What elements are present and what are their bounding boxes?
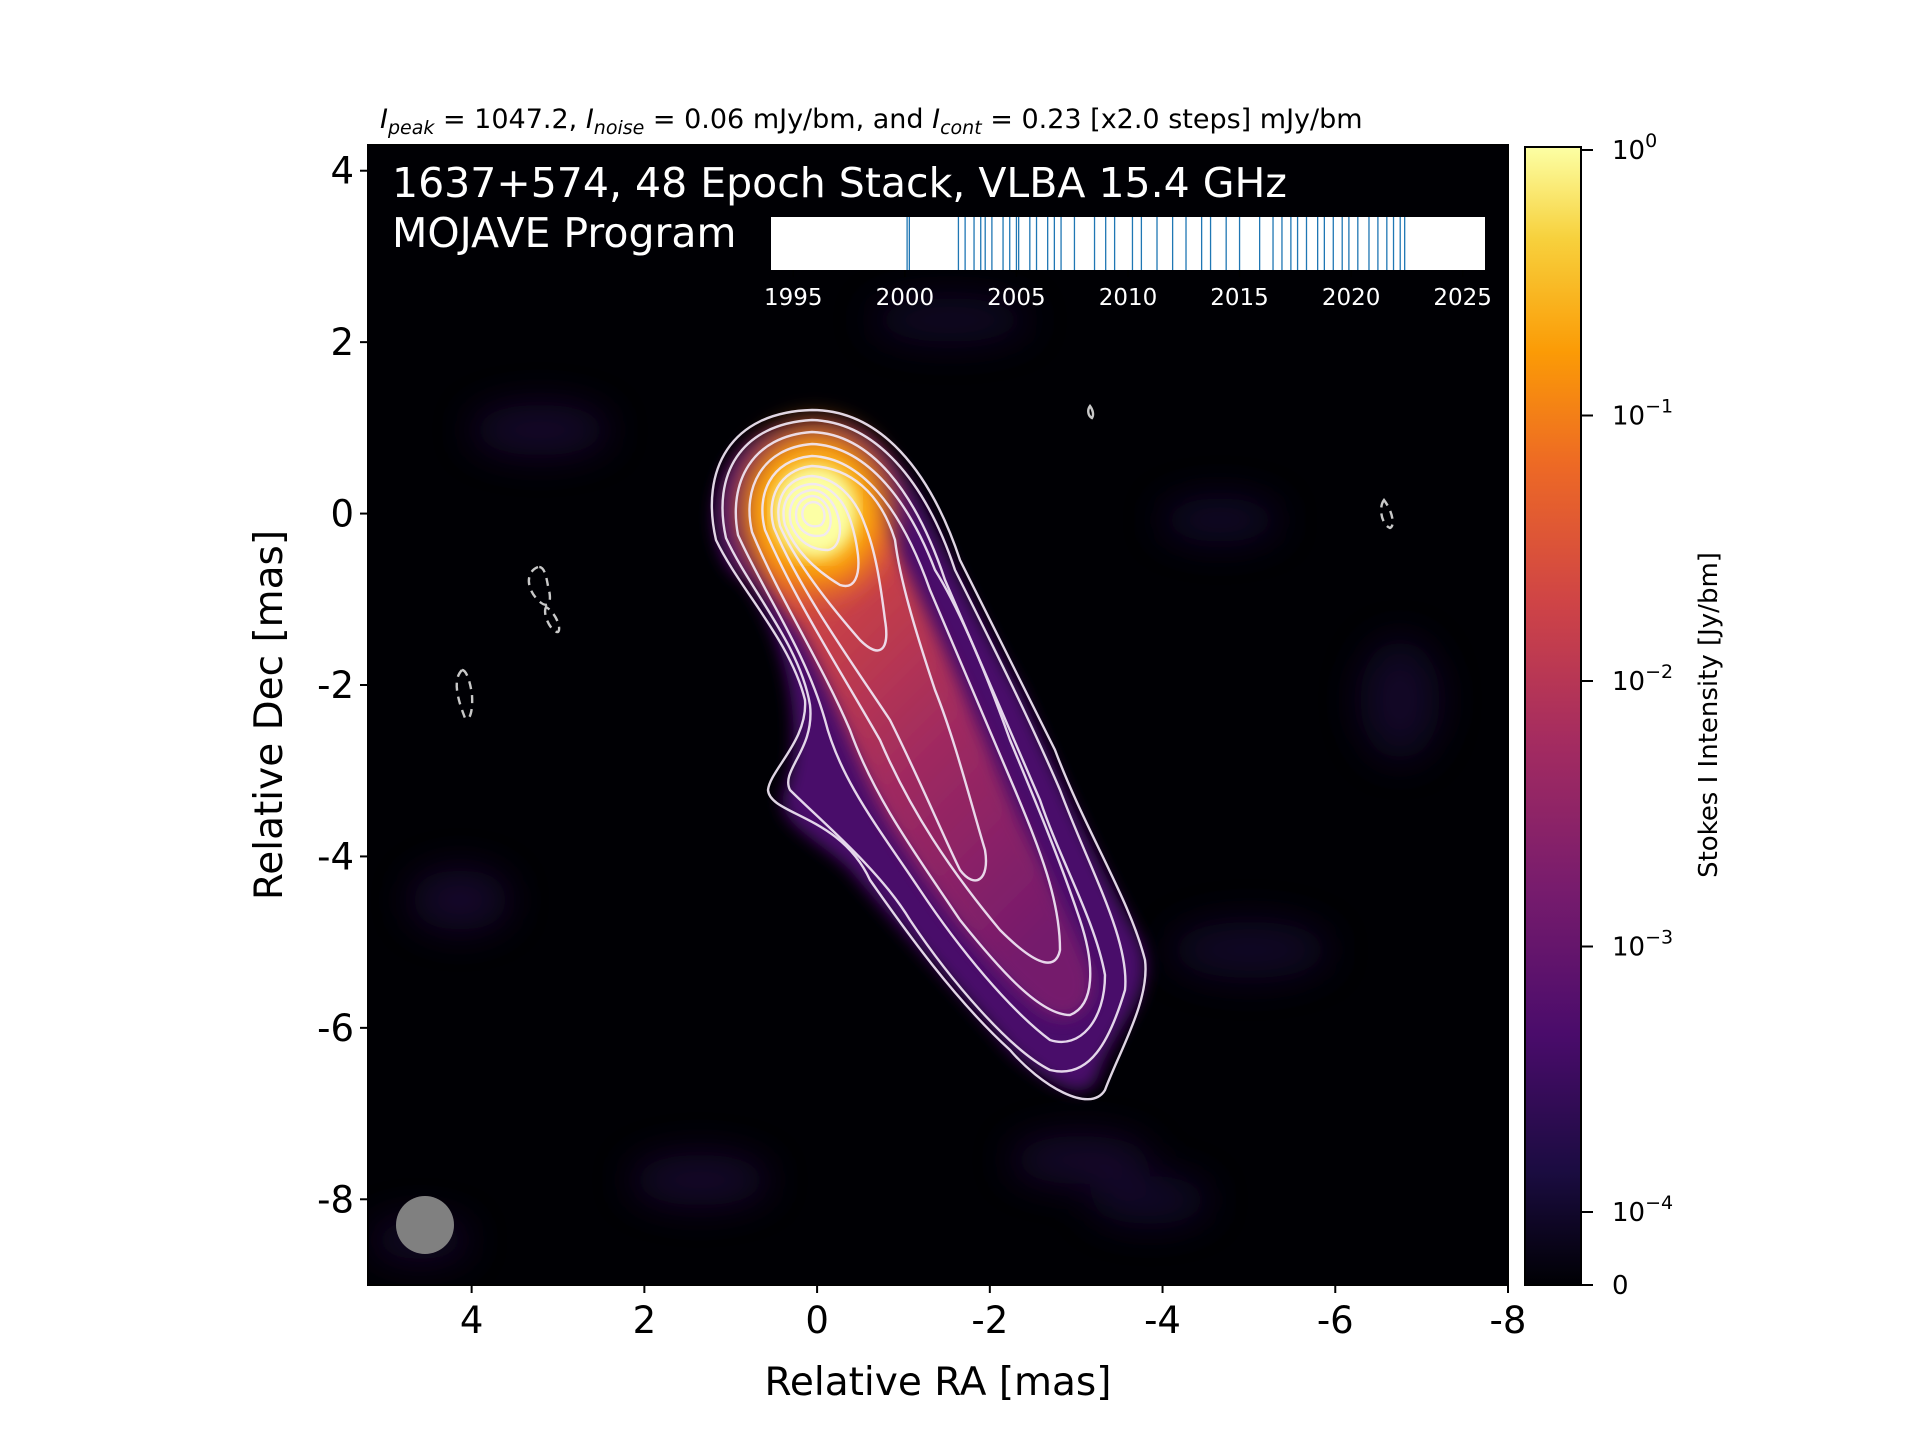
- x-tick-label: -8: [1490, 1299, 1527, 1342]
- contour-2: [721, 418, 1127, 1073]
- contour-7: [777, 474, 888, 652]
- y-axis-label: Relative Dec [mas]: [247, 530, 292, 900]
- contour-6: [770, 464, 988, 882]
- timeline-ticks: 1995 2000 2005 2010 2015 2020 2025: [764, 270, 1492, 311]
- x-tick-label: 2: [633, 1299, 657, 1342]
- y-tick-label: -6: [317, 1007, 354, 1050]
- x-axis-label: Relative RA [mas]: [765, 1360, 1112, 1405]
- contour-10: [794, 494, 832, 538]
- colorbar-tick-label: 100: [1612, 130, 1657, 166]
- background-noise: [370, 298, 1440, 1260]
- colorbar-label: Stokes I Intensity [Jy/bm]: [1694, 552, 1724, 878]
- colorbar-ticks: 100 10−1 10−2 10−3 10−4 0: [1581, 130, 1673, 1301]
- plot-frame: [367, 144, 1509, 1286]
- colorbar-tick-label: 10−1: [1612, 396, 1673, 432]
- timeline-epoch-marks: [906, 217, 1406, 270]
- colorbar-tick-label: 0: [1612, 1271, 1629, 1301]
- y-tick-label: 2: [330, 321, 354, 364]
- x-tick-label: -4: [1144, 1299, 1181, 1342]
- contour-8: [782, 482, 860, 588]
- colorbar-tick-label: 10−2: [1612, 661, 1673, 697]
- y-tick-label: -2: [317, 664, 354, 707]
- y-axis: 4 2 0 -2 -4 -6 -8: [317, 150, 368, 1221]
- jet-emission: [714, 405, 1146, 1091]
- colorbar: 100 10−1 10−2 10−3 10−4 0 Stokes I Intensity …: [1524, 130, 1724, 1301]
- colorbar-tick-label: 10−4: [1612, 1192, 1673, 1228]
- y-tick-label: 0: [330, 493, 354, 536]
- x-tick-label: -6: [1317, 1299, 1354, 1342]
- contour-4: [748, 442, 1092, 1017]
- beam-ellipse: [396, 1196, 454, 1254]
- timeline-tick-label: 2020: [1322, 285, 1381, 311]
- source-label: 1637+574, 48 Epoch Stack, VLBA 15.4 GHz: [392, 159, 1287, 207]
- y-tick-label: -8: [317, 1178, 354, 1221]
- timeline-tick-label: 2000: [876, 285, 935, 311]
- x-axis: 4 2 0 -2 -4 -6 -8: [460, 1285, 1527, 1342]
- negative-contours: [455, 497, 1394, 720]
- x-tick-label: 4: [460, 1299, 484, 1342]
- image-panel: 1637+574, 48 Epoch Stack, VLBA 15.4 GHz …: [368, 145, 1508, 1285]
- contour-9: [788, 488, 842, 552]
- timeline-tick-label: 2025: [1433, 285, 1492, 311]
- x-tick-label: 0: [805, 1299, 829, 1342]
- timeline-tick-label: 2010: [1099, 285, 1158, 311]
- x-tick-label: -2: [971, 1299, 1008, 1342]
- small-contour: [1087, 403, 1095, 420]
- epoch-timeline: 1995 2000 2005 2010 2015 2020 2025: [764, 217, 1492, 311]
- contour-1: [710, 408, 1147, 1101]
- plot-title: Ipeak = 1047.2, Inoise = 0.06 mJy/bm, an…: [380, 104, 1363, 139]
- timeline-tick-label: 2015: [1210, 285, 1269, 311]
- contour-5: [761, 454, 1062, 964]
- colorbar-tick-label: 10−3: [1612, 927, 1673, 963]
- program-label: MOJAVE Program: [392, 209, 736, 257]
- contours: [710, 408, 1147, 1101]
- contour-11: [801, 500, 826, 528]
- colorbar-gradient: [1524, 146, 1582, 1286]
- timeline-tick-label: 1995: [764, 285, 823, 311]
- timeline-tick-label: 2005: [987, 285, 1046, 311]
- y-tick-label: -4: [317, 835, 354, 878]
- y-tick-label: 4: [330, 150, 354, 193]
- timeline-box: [771, 217, 1485, 270]
